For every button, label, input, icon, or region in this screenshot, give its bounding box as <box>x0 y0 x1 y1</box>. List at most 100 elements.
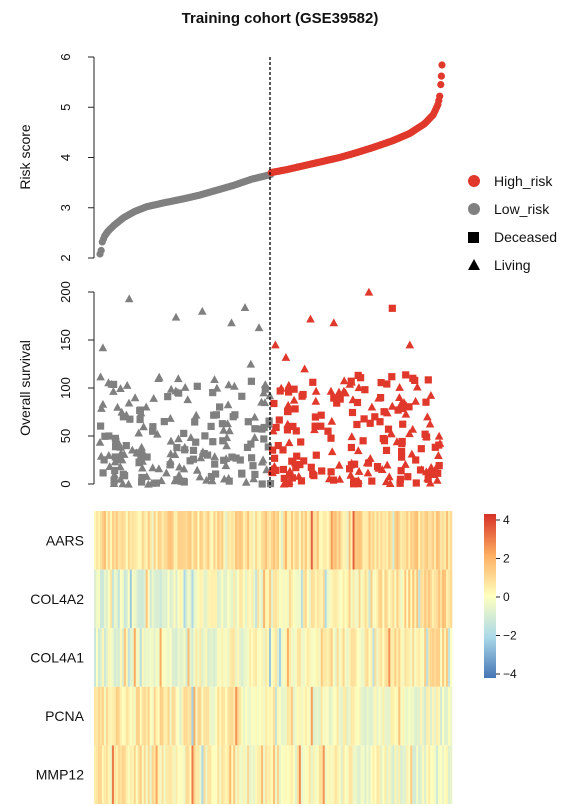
heatmap-cell <box>428 628 431 687</box>
survival-living-point <box>382 460 392 469</box>
heatmap-cell <box>362 569 365 629</box>
heatmap-cell <box>420 628 423 687</box>
survival-deceased-point <box>307 463 315 471</box>
heatmap-cell <box>171 745 174 804</box>
survival-living-point <box>422 432 431 440</box>
heatmap-cell <box>310 686 314 746</box>
heatmap-cell <box>217 569 220 629</box>
heatmap-cell <box>97 628 101 687</box>
heatmap-cell <box>175 511 178 570</box>
heatmap-cell <box>420 745 423 804</box>
heatmap-cell <box>219 569 222 629</box>
survival-deceased-point <box>258 480 266 488</box>
heatmap-cell <box>328 745 331 804</box>
heatmap-cell <box>141 511 145 570</box>
heatmap-cell <box>360 511 363 570</box>
heatmap-cell <box>356 686 359 746</box>
heatmap-cell <box>342 686 345 746</box>
heatmap-cell <box>306 511 310 570</box>
heatmap-cell <box>179 745 182 804</box>
heatmap-cell <box>360 569 363 629</box>
heatmap-cell <box>237 569 240 629</box>
survival-living-point <box>249 474 258 483</box>
survival-deceased-point <box>324 427 332 435</box>
heatmap-cell <box>314 628 318 687</box>
survival-deceased-point <box>383 380 391 388</box>
heatmap-cell <box>197 628 200 687</box>
heatmap-cell <box>324 628 327 687</box>
survival-living-point <box>198 306 207 315</box>
survival-living-point <box>174 434 183 443</box>
heatmap-cell <box>394 686 397 746</box>
heatmap-cell <box>444 745 447 804</box>
heatmap-cell <box>274 569 278 629</box>
heatmap-cell <box>185 511 188 570</box>
survival-living-point <box>210 452 219 461</box>
heatmap-cell <box>99 745 103 804</box>
heatmap-cell <box>298 511 302 570</box>
heatmap-cell <box>436 569 439 629</box>
heatmap-cell <box>304 686 308 746</box>
heatmap-cell <box>330 511 333 570</box>
survival-living-point <box>388 401 397 410</box>
survival-living-point <box>110 470 119 479</box>
heatmap-cell <box>438 628 441 687</box>
survival-living-point <box>329 318 339 327</box>
heatmap-cell <box>358 511 361 570</box>
heatmap-cell <box>133 569 137 629</box>
heatmap-cell <box>310 628 314 687</box>
heatmap-cell <box>127 745 131 804</box>
survival-y-tick-label: 100 <box>58 377 73 399</box>
heatmap-cell <box>195 686 198 746</box>
heatmap-cell <box>219 628 222 687</box>
heatmap-cell <box>400 628 403 687</box>
heatmap-cell <box>338 745 341 804</box>
heatmap-cell <box>155 511 158 570</box>
heatmap-cell <box>177 628 180 687</box>
survival-living-point <box>285 466 295 475</box>
heatmap-cell <box>286 511 290 570</box>
heatmap-cell <box>418 569 421 629</box>
heatmap-cell <box>121 569 125 629</box>
heatmap-cell <box>159 745 162 804</box>
survival-living-point <box>202 475 211 484</box>
heatmap-cell <box>440 569 443 629</box>
survival-deceased-point <box>347 377 355 385</box>
heatmap-cell <box>398 628 401 687</box>
heatmap-cell <box>394 511 397 570</box>
heatmap-cell <box>356 745 359 804</box>
heatmap-cell <box>390 569 393 629</box>
survival-deceased-point <box>212 470 220 478</box>
heatmap-cell <box>94 511 97 570</box>
heatmap-cell <box>354 628 357 687</box>
heatmap-cell <box>171 686 174 746</box>
heatmap-cell <box>444 569 447 629</box>
heatmap-cell <box>109 686 113 746</box>
heatmap-cell <box>312 511 316 570</box>
survival-deceased-point <box>398 440 406 448</box>
heatmap-cell <box>109 511 113 570</box>
heatmap-cell <box>121 686 125 746</box>
heatmap-cell <box>390 628 393 687</box>
heatmap-cell <box>338 686 341 746</box>
heatmap-cell <box>414 569 417 629</box>
survival-living-point <box>96 451 106 460</box>
survival-deceased-point <box>264 443 272 451</box>
survival-living-point <box>377 465 387 473</box>
heatmap-cell <box>173 745 176 804</box>
heatmap-cell <box>123 628 127 687</box>
survival-deceased-point <box>435 462 443 470</box>
heatmap-cell <box>227 686 230 746</box>
survival-living-point <box>335 474 344 483</box>
heatmap-cell <box>189 686 192 746</box>
heatmap-cell <box>368 686 371 746</box>
survival-deceased-point <box>126 415 134 423</box>
heatmap-cell <box>199 569 202 629</box>
heatmap-cell <box>316 745 320 804</box>
heatmap-cell <box>141 686 145 746</box>
heatmap-cell <box>94 745 97 804</box>
heatmap-cell <box>314 686 318 746</box>
survival-deceased-point <box>421 430 429 438</box>
survival-deceased-point <box>435 441 443 449</box>
heatmap-cell <box>326 686 329 746</box>
